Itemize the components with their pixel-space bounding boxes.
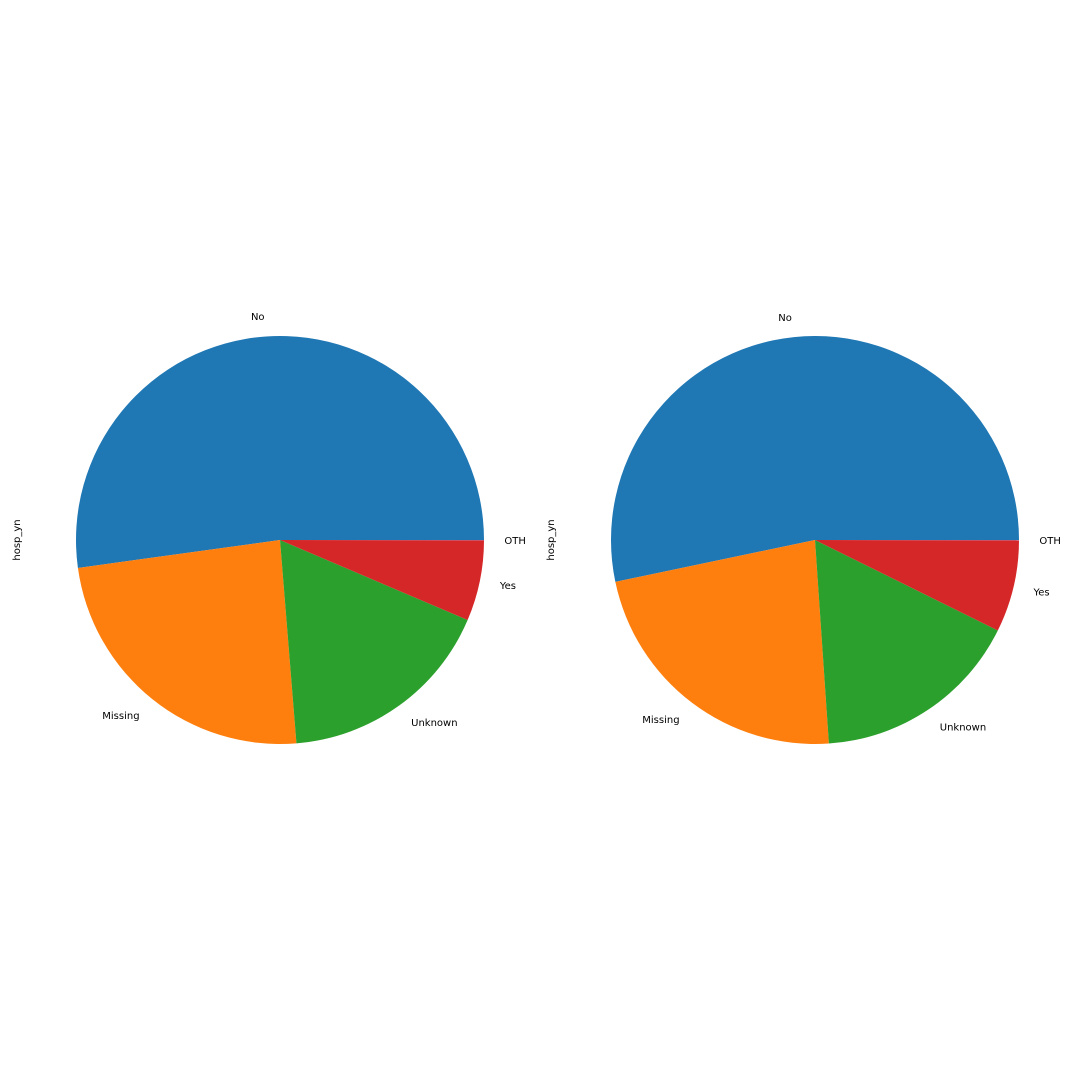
- slice-label-no: No: [778, 313, 792, 324]
- y-axis-label: hosp_yn: [12, 519, 23, 560]
- y-axis-label: hosp_yn: [546, 519, 557, 560]
- slice-label-unknown: Unknown: [940, 723, 986, 734]
- pie-slice-missing: [615, 540, 829, 744]
- slice-label-yes: Yes: [1032, 587, 1049, 598]
- slice-label-missing: Missing: [642, 715, 679, 726]
- pie-slice-unknown: [280, 540, 468, 744]
- pie-slice-yes: [815, 540, 1019, 631]
- slice-label-no: No: [251, 312, 265, 323]
- slice-label-oth: OTH: [1039, 536, 1061, 547]
- slice-label-oth: OTH: [504, 536, 526, 547]
- slice-label-unknown: Unknown: [411, 718, 457, 729]
- pie-slice-no: [75, 335, 484, 568]
- pie-slice-yes: [280, 540, 484, 621]
- pie-chart-left: hosp_yn No Missing Unknown Yes OTH: [12, 312, 526, 744]
- pie-slice-no: [611, 336, 1019, 582]
- pie-slice-missing: [77, 540, 297, 744]
- slice-label-yes: Yes: [499, 581, 516, 592]
- pie-slice-unknown: [815, 540, 998, 744]
- pie-chart-right: hosp_yn No Missing Unknown Yes OTH: [546, 313, 1061, 744]
- slice-label-missing: Missing: [102, 711, 139, 722]
